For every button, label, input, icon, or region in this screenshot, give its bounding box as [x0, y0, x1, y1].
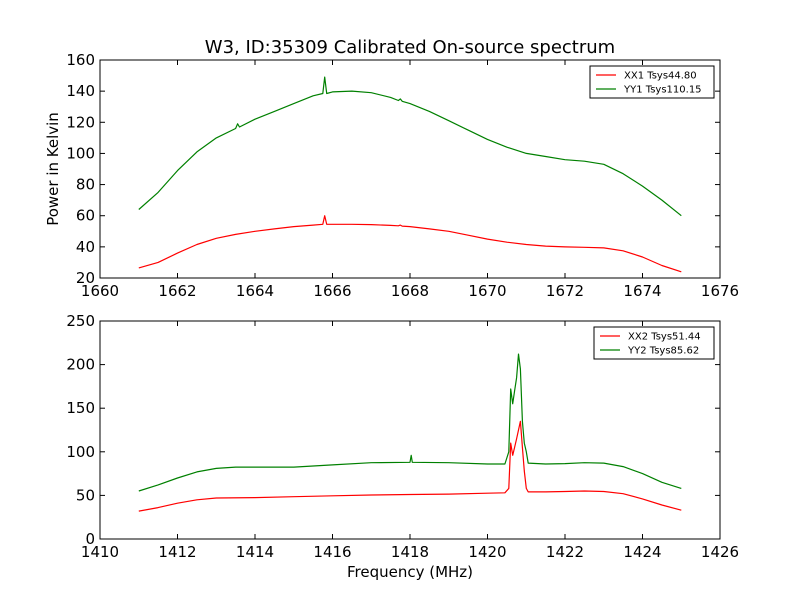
y-tick-label: 50	[76, 486, 95, 504]
x-tick-label: 1672	[546, 282, 584, 300]
y-tick-label: 120	[66, 113, 95, 131]
x-tick-label: 1662	[158, 282, 196, 300]
y-axis-label: Power in Kelvin	[44, 112, 62, 226]
legend: XX1 Tsys44.80 YY1 Tsys110.15	[589, 65, 715, 99]
x-tick-label: 1416	[313, 543, 351, 561]
x-tick-label: 1676	[701, 282, 739, 300]
x-tick-label: 1412	[158, 543, 196, 561]
legend-entry: YY1 Tsys110.15	[623, 85, 702, 96]
series-line-xx	[138, 215, 682, 273]
legend-entry: XX1 Tsys44.80	[624, 71, 697, 82]
series-line-xx	[138, 420, 682, 512]
legend: XX2 Tsys51.44 YY2 Tsys85.62	[593, 326, 715, 360]
y-tick-label: 80	[76, 176, 95, 194]
x-tick-label: 1674	[623, 282, 661, 300]
series-line-yy	[138, 76, 682, 217]
x-tick-label: 1660	[81, 282, 119, 300]
x-tick-label: 1422	[546, 543, 584, 561]
x-tick-label: 1424	[623, 543, 661, 561]
series-line-yy	[138, 353, 682, 492]
legend-entry: YY2 Tsys85.62	[627, 346, 699, 357]
x-tick-label: 1664	[236, 282, 274, 300]
y-tick-label: 0	[85, 530, 95, 548]
y-tick-label: 100	[66, 443, 95, 461]
y-tick-label: 160	[66, 51, 95, 69]
y-tick-label: 150	[66, 399, 95, 417]
y-tick-label: 60	[76, 207, 95, 225]
y-tick-label: 200	[66, 356, 95, 374]
y-tick-label: 20	[76, 269, 95, 287]
x-tick-label: 1410	[81, 543, 119, 561]
y-tick-label: 100	[66, 144, 95, 162]
y-tick-label: 140	[66, 82, 95, 100]
x-tick-label: 1666	[313, 282, 351, 300]
x-tick-label: 1668	[391, 282, 429, 300]
x-axis-label: Frequency (MHz)	[347, 563, 473, 581]
legend-box	[589, 65, 715, 99]
y-tick-label: 40	[76, 238, 95, 256]
y-tick-label: 250	[66, 312, 95, 330]
top-plot: 1660 1662 1664 1666 1668 1670 1672 1674 1676 20 40…	[66, 51, 739, 300]
x-tick-label: 1414	[236, 543, 274, 561]
legend-entry: XX2 Tsys51.44	[628, 332, 701, 343]
legend-box	[593, 326, 715, 360]
bottom-plot: 1410 1412 1414 1416 1418 1420 1422 1424 1426 0 50 1…	[66, 312, 739, 561]
x-tick-label: 1420	[468, 543, 506, 561]
x-tick-label: 1426	[701, 543, 739, 561]
chart-title: W3, ID:35309 Calibrated On-source spectr…	[205, 37, 615, 58]
x-tick-label: 1418	[391, 543, 429, 561]
x-tick-label: 1670	[468, 282, 506, 300]
